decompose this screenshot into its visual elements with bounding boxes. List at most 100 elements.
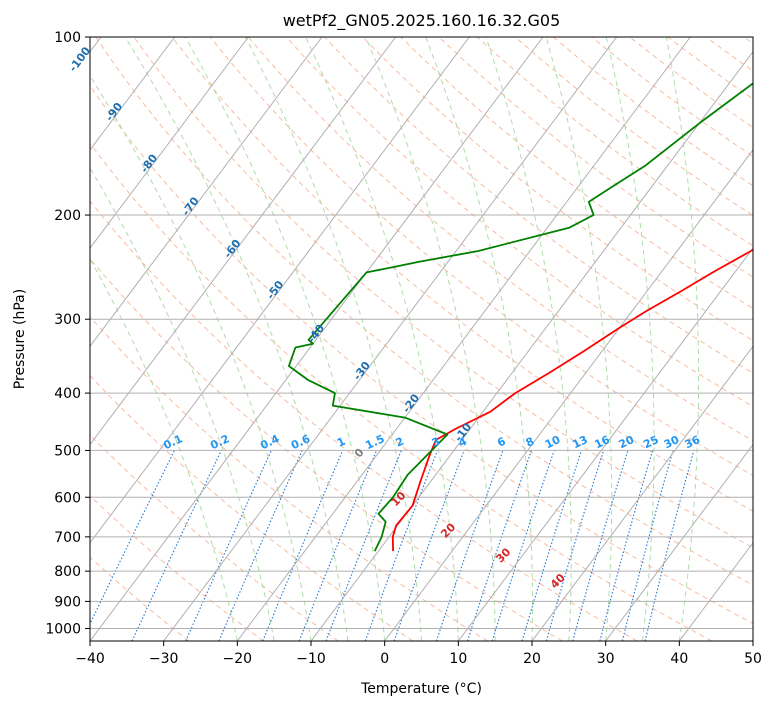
x-tick-label: 0 xyxy=(380,651,389,667)
mixing-ratio-line xyxy=(131,450,222,641)
dry-adiabat xyxy=(286,37,753,408)
mixing-ratio-label: 30 xyxy=(662,433,682,451)
dry-adiabat xyxy=(362,37,753,342)
moist-adiabat xyxy=(90,167,275,641)
mixing-ratio-line xyxy=(185,450,272,641)
dry-adiabat xyxy=(95,37,753,586)
dry-adiabat xyxy=(514,37,753,217)
x-tick-label: −10 xyxy=(296,651,326,667)
isotherm-gridline xyxy=(163,37,618,641)
annotation-layer: -100-90-80-70-60-50-40-30-20-100.1 0.2 0.4… xyxy=(66,44,702,591)
isotherm-gridline xyxy=(384,149,753,641)
theta-label: 20 xyxy=(438,520,458,540)
mixing-ratio-label: 16 xyxy=(592,433,612,451)
dry-adiabat xyxy=(90,258,563,641)
chart-title: wetPf2_GN05.2025.160.16.32.G05 xyxy=(283,11,561,31)
y-tick-label: 900 xyxy=(54,594,81,610)
y-tick-label: 500 xyxy=(54,443,81,459)
moist-adiabat xyxy=(365,37,496,641)
theta-label: 40 xyxy=(548,571,568,591)
moist-adiabat xyxy=(545,37,613,641)
y-tick-label: 800 xyxy=(54,564,81,580)
isotherm-gridline xyxy=(90,37,323,348)
y-tick-label: 700 xyxy=(54,530,81,546)
moist-adiabat xyxy=(605,37,655,641)
isotherm-gridline xyxy=(531,345,753,641)
mixing-ratio-label: 0.6 xyxy=(289,432,312,452)
isotherm-gridline xyxy=(236,37,691,641)
x-tick-label: −20 xyxy=(223,651,253,667)
mixing-ratio-label: 0.2 xyxy=(208,432,231,452)
dewpoint-line xyxy=(288,82,753,552)
dry-adiabat xyxy=(90,374,414,641)
dry-adiabat xyxy=(400,37,753,309)
mixing-ratio-label: 1 xyxy=(335,435,347,450)
y-tick-label: 600 xyxy=(54,490,81,506)
theta-label: 30 xyxy=(493,545,513,565)
y-axis-label: Pressure (hPa) xyxy=(12,289,28,389)
isotherm-gridline xyxy=(605,443,753,641)
isotherm-gridline xyxy=(90,37,544,641)
mixing-ratio-label: 1.5 xyxy=(363,432,386,452)
isotherm-label: -100 xyxy=(66,44,93,74)
mixing-ratio-line xyxy=(435,450,504,641)
y-tick-label: 400 xyxy=(54,386,81,402)
mixing-ratio-line xyxy=(491,450,555,641)
dry-adiabat xyxy=(133,37,753,549)
temperature-line xyxy=(391,248,753,552)
mixing-ratio-line xyxy=(364,450,439,641)
x-tick-label: 50 xyxy=(744,651,762,667)
isotherm-gridline xyxy=(457,247,753,641)
mixing-ratio-label: 20 xyxy=(617,433,637,451)
mixing-ratio-line xyxy=(545,450,605,641)
dry-adiabat xyxy=(171,37,753,512)
mixing-ratio-line xyxy=(621,450,674,641)
isotherm-gridline xyxy=(90,37,470,544)
mixing-ratio-line xyxy=(90,450,175,626)
mixing-ratio-label: 36 xyxy=(683,433,703,451)
dry-adiabat xyxy=(90,85,753,625)
isotherm-label: -50 xyxy=(264,278,287,302)
isotherm-gridline xyxy=(90,37,176,151)
mixing-ratio-label: 10 xyxy=(543,433,563,451)
x-axis: −40 −30 −20 −10 0 10 20 30 40 50 xyxy=(75,641,762,667)
series-layer xyxy=(288,82,753,552)
mixing-ratio-label: 6 xyxy=(495,435,508,450)
dry-adiabat xyxy=(552,37,753,187)
dry-adiabat xyxy=(667,37,753,100)
isotherm-label: -90 xyxy=(103,100,126,124)
moist-adiabat xyxy=(184,37,386,641)
dry-adiabat xyxy=(705,37,753,72)
dry-adiabat xyxy=(90,556,190,641)
x-tick-label: −40 xyxy=(75,651,105,667)
mixing-ratio-line xyxy=(521,450,583,641)
dry-adiabat xyxy=(209,37,753,477)
moist-adiabat xyxy=(90,258,238,641)
x-tick-label: 40 xyxy=(670,651,688,667)
mixing-ratio-line xyxy=(599,450,654,641)
y-tick-label: 200 xyxy=(54,208,81,224)
x-tick-label: 10 xyxy=(449,651,467,667)
theta-label: 0 xyxy=(352,445,367,460)
dry-adiabat xyxy=(90,142,712,641)
grid-lines xyxy=(90,37,753,641)
dry-adiabat xyxy=(90,316,488,641)
x-tick-label: −30 xyxy=(149,651,179,667)
plot-frame xyxy=(89,36,754,642)
moist-adiabat xyxy=(665,37,700,641)
background-lines xyxy=(90,37,753,641)
isotherm-label: -20 xyxy=(400,391,423,415)
y-tick-label: 300 xyxy=(54,312,81,328)
moist-adiabat xyxy=(245,37,422,641)
y-tick-label: 1000 xyxy=(45,621,81,637)
moist-adiabat xyxy=(305,37,459,641)
x-axis-label: Temperature (°C) xyxy=(360,681,482,697)
isotherm-label: -40 xyxy=(305,322,328,346)
mixing-ratio-label: 0.1 xyxy=(161,432,184,452)
y-axis: 100 200 300 400 500 600 700 800 900 1000 xyxy=(45,30,90,637)
isotherm-gridline xyxy=(90,37,249,249)
isotherm-gridline xyxy=(90,37,397,446)
mixing-ratio-line xyxy=(572,450,629,641)
mixing-ratio-line xyxy=(644,450,695,641)
